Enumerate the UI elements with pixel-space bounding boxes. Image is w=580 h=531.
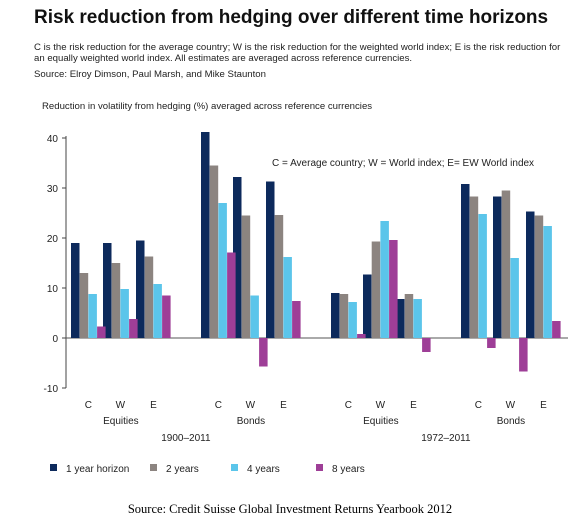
bar-2-years-3 xyxy=(209,165,219,338)
legend-item-2-years: 2 years xyxy=(150,464,199,475)
bar-8-years-9 xyxy=(487,338,496,348)
bar-1-year-horizon-8 xyxy=(396,299,405,338)
y-tick-label: 30 xyxy=(47,184,59,195)
y-tick-label: -10 xyxy=(44,384,59,395)
chart-title: Risk reduction from hedging over differe… xyxy=(34,7,549,28)
bar-4-years-9 xyxy=(478,214,487,338)
bar-2-years-7 xyxy=(371,241,381,338)
x-tick-label: W xyxy=(246,400,256,411)
bar-8-years-2 xyxy=(162,295,171,338)
bar-2-years-0 xyxy=(79,273,89,338)
bar-4-years-2 xyxy=(153,284,162,338)
legend-item-1-year-horizon: 1 year horizon xyxy=(50,464,129,475)
legend-item-8-years: 8 years xyxy=(316,464,365,475)
bar-4-years-7 xyxy=(380,221,389,338)
bar-4-years-3 xyxy=(218,203,227,338)
bar-1-year-horizon-0 xyxy=(71,243,80,338)
bar-1-year-horizon-4 xyxy=(233,177,242,338)
bar-1-year-horizon-10 xyxy=(493,196,502,338)
bar-chart: -10 0 10 20 30 40 C = Average country; W = Wor… xyxy=(44,132,568,475)
bar-4-years-6 xyxy=(348,302,357,338)
bar-8-years-10 xyxy=(519,338,528,372)
x-tick-label: W xyxy=(116,400,126,411)
chart-subtitle: C is the risk reduction for the average … xyxy=(34,42,561,64)
bar-1-year-horizon-7 xyxy=(363,274,372,338)
bar-2-years-9 xyxy=(469,196,479,338)
bar-2-years-8 xyxy=(404,294,414,338)
bar-4-years-5 xyxy=(283,257,292,338)
bar-2-years-6 xyxy=(339,294,349,338)
bar-1-year-horizon-11 xyxy=(526,211,535,338)
bar-4-years-1 xyxy=(120,289,129,338)
legend-swatch xyxy=(150,464,157,471)
x-tick-label: C xyxy=(85,400,92,411)
legend-item-4-years: 4 years xyxy=(231,464,280,475)
x-tick-label: W xyxy=(376,400,386,411)
chart-bars xyxy=(71,132,561,372)
legend-swatch xyxy=(50,464,57,471)
x-tick-label: E xyxy=(410,400,417,411)
bar-2-years-10 xyxy=(501,190,511,338)
x-tick-label: E xyxy=(150,400,157,411)
y-axis-label: Reduction in volatility from hedging (%)… xyxy=(42,101,373,112)
x-tick-label: C xyxy=(475,400,482,411)
legend-label: 8 years xyxy=(332,464,365,475)
x-tick-label: E xyxy=(540,400,547,411)
bar-1-year-horizon-5 xyxy=(266,181,275,338)
bar-4-years-4 xyxy=(250,295,259,338)
chart-source: Source: Elroy Dimson, Paul Marsh, and Mi… xyxy=(34,69,266,80)
period-label: 1900–2011 xyxy=(161,433,211,444)
chart-labels: -10 0 10 20 30 40 C = Average country; W = Wor… xyxy=(44,134,548,444)
bar-1-year-horizon-9 xyxy=(461,184,470,338)
legend-swatch xyxy=(316,464,323,471)
chart-legend: 1 year horizon 2 years 4 years 8 years xyxy=(50,464,365,475)
bar-8-years-4 xyxy=(259,338,268,367)
period-label: 1972–2011 xyxy=(421,433,471,444)
chart-annotation: C = Average country; W = World index; E=… xyxy=(272,158,534,169)
y-tick-label: 0 xyxy=(52,334,58,345)
bar-2-years-5 xyxy=(274,215,284,338)
y-tick-label: 10 xyxy=(47,284,59,295)
legend-swatch xyxy=(231,464,238,471)
asset-group-label: Equities xyxy=(363,416,399,427)
bar-8-years-6 xyxy=(357,334,366,338)
asset-group-label: Equities xyxy=(103,416,139,427)
x-tick-label: C xyxy=(345,400,352,411)
bar-2-years-4 xyxy=(241,215,251,338)
bar-2-years-11 xyxy=(534,215,544,338)
y-tick-label: 40 xyxy=(47,134,59,145)
bar-8-years-3 xyxy=(227,252,236,338)
bar-8-years-7 xyxy=(389,240,398,338)
bar-4-years-0 xyxy=(88,294,97,338)
y-tick-label: 20 xyxy=(47,234,59,245)
asset-group-label: Bonds xyxy=(497,416,525,427)
footer-source: Source: Credit Suisse Global Investment … xyxy=(127,502,453,516)
legend-label: 4 years xyxy=(247,464,280,475)
legend-label: 1 year horizon xyxy=(66,464,129,475)
x-tick-label: C xyxy=(215,400,222,411)
bar-4-years-10 xyxy=(510,258,519,338)
bar-4-years-11 xyxy=(543,226,552,338)
asset-group-label: Bonds xyxy=(237,416,265,427)
bar-8-years-8 xyxy=(422,338,431,352)
x-tick-label: W xyxy=(506,400,516,411)
bar-8-years-1 xyxy=(129,319,138,338)
bar-1-year-horizon-1 xyxy=(103,243,112,338)
bar-1-year-horizon-3 xyxy=(201,132,210,338)
bar-2-years-2 xyxy=(144,256,154,338)
bar-1-year-horizon-6 xyxy=(331,293,340,338)
bar-1-year-horizon-2 xyxy=(136,240,145,338)
legend-label: 2 years xyxy=(166,464,199,475)
bar-2-years-1 xyxy=(111,263,121,338)
bar-8-years-11 xyxy=(552,321,561,338)
x-tick-label: E xyxy=(280,400,287,411)
bar-8-years-0 xyxy=(97,326,106,338)
bar-4-years-8 xyxy=(413,299,422,338)
bar-8-years-5 xyxy=(292,301,301,338)
